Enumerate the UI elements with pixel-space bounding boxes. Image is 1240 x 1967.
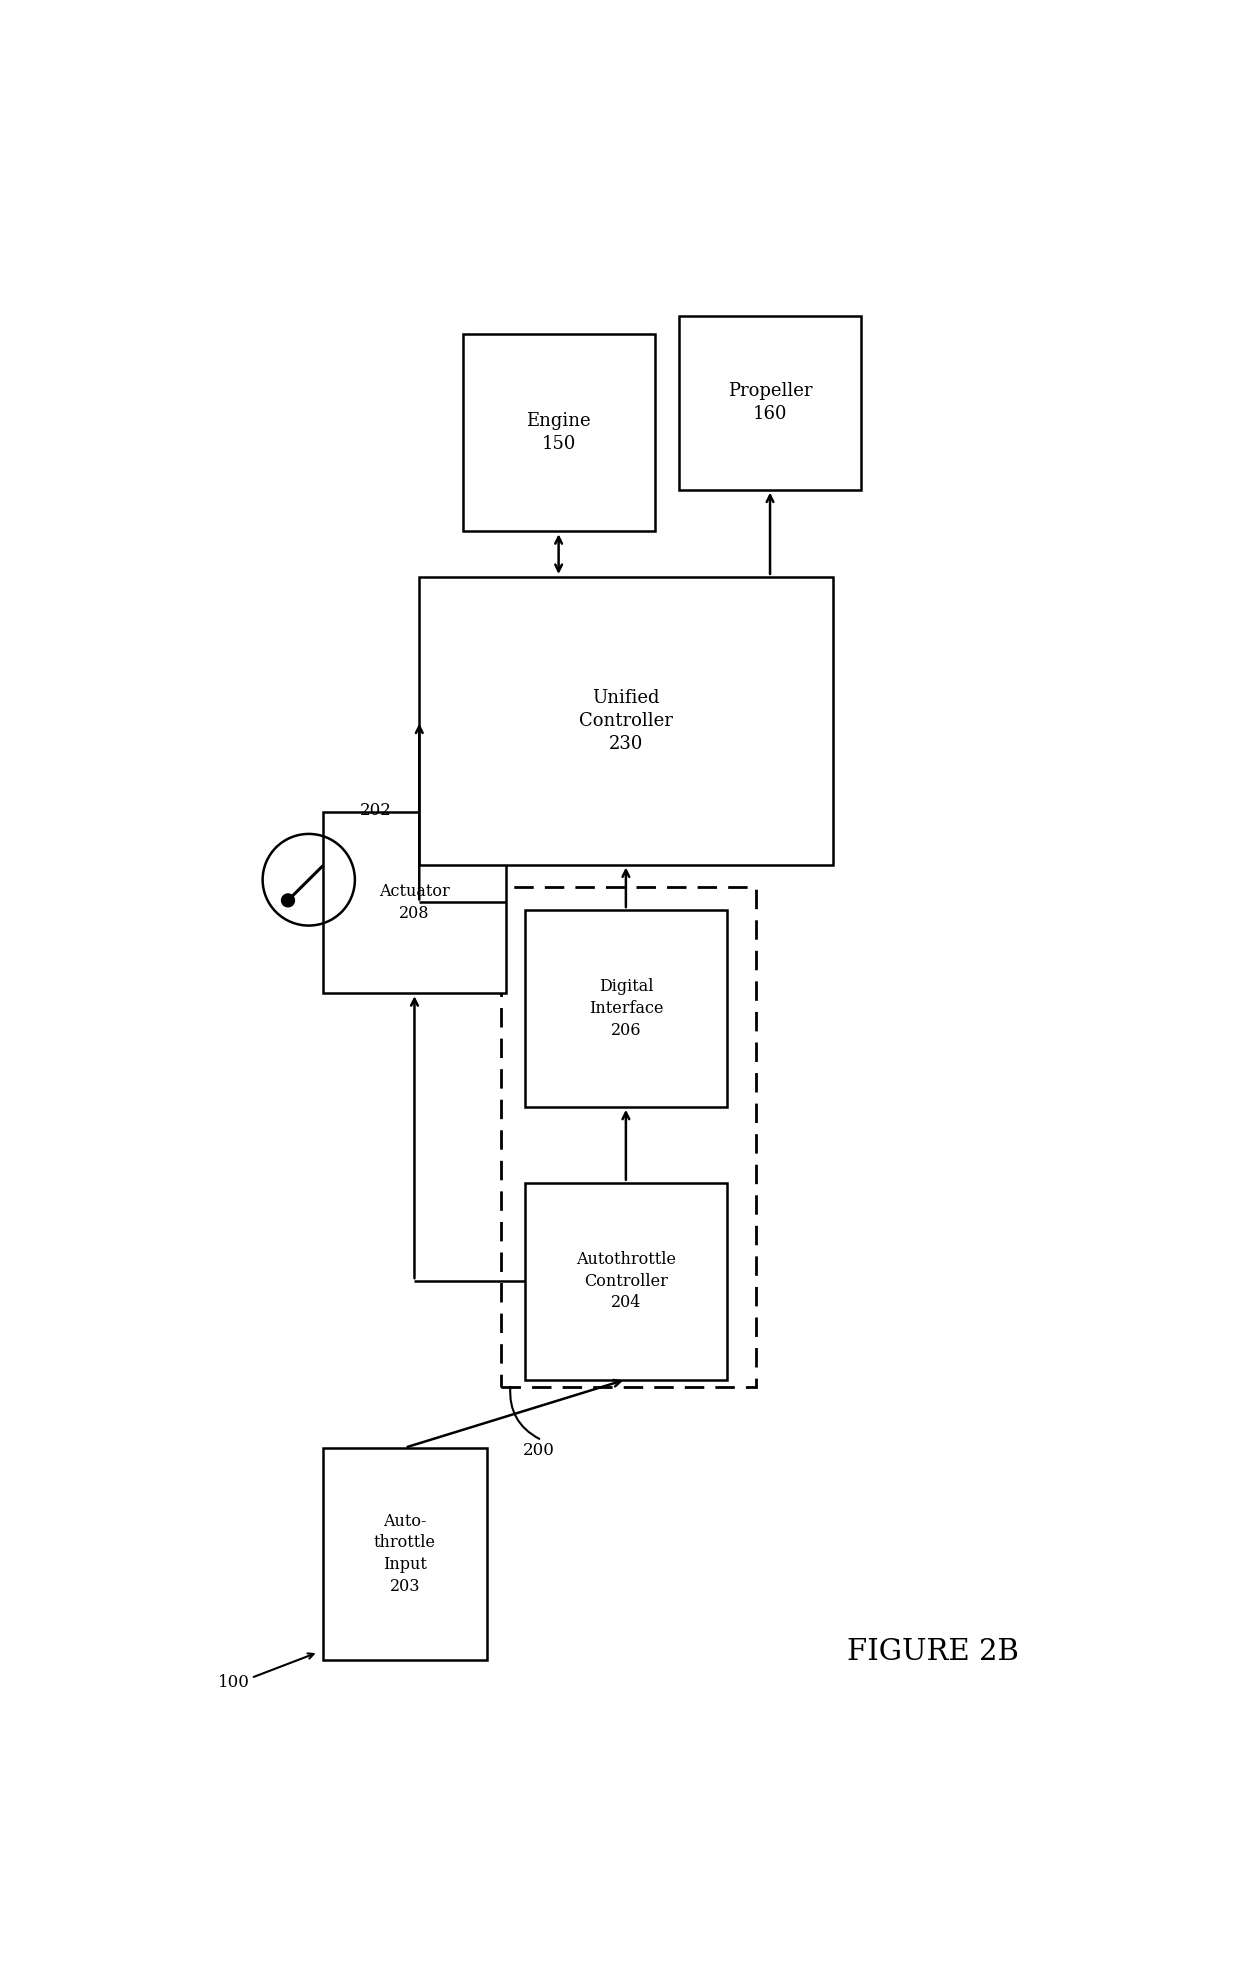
Text: 202: 202 [360, 803, 392, 818]
Ellipse shape [281, 893, 294, 907]
Bar [324, 1448, 486, 1660]
Bar [324, 812, 506, 993]
Text: Autothrottle
Controller
204: Autothrottle Controller 204 [575, 1251, 676, 1312]
Bar [501, 887, 755, 1387]
Text: Unified
Controller
230: Unified Controller 230 [579, 688, 673, 753]
Text: 200: 200 [522, 1442, 554, 1460]
Text: FIGURE 2B: FIGURE 2B [847, 1639, 1019, 1666]
Text: 100: 100 [217, 1674, 249, 1692]
Bar [525, 1182, 727, 1379]
Text: Actuator
208: Actuator 208 [379, 883, 450, 923]
Bar [525, 911, 727, 1107]
Text: Auto-
throttle
Input
203: Auto- throttle Input 203 [374, 1513, 436, 1595]
Text: Propeller
160: Propeller 160 [728, 382, 812, 423]
Bar [419, 576, 832, 865]
Bar [463, 334, 655, 531]
Bar [678, 315, 862, 490]
Text: Engine
150: Engine 150 [526, 413, 591, 452]
Text: Digital
Interface
206: Digital Interface 206 [589, 978, 663, 1039]
